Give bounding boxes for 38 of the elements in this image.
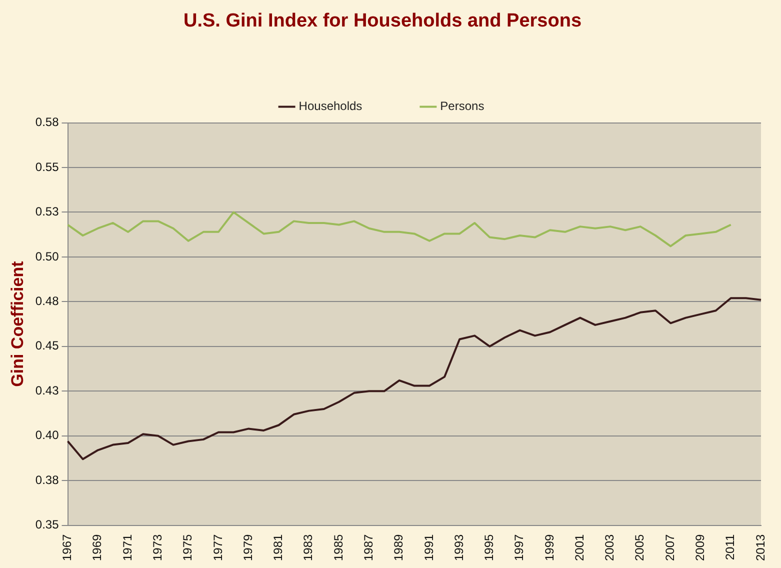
y-tick-label: 0.38 [35,472,60,487]
x-tick-label: 1991 [422,534,436,562]
y-tick-label: 0.50 [35,249,60,264]
y-tick-label: 0.45 [35,338,60,353]
x-tick-label: 1995 [482,534,496,562]
x-tick-label: 2005 [632,534,647,562]
x-tick-label: 1997 [512,534,526,562]
x-tick-label: 1977 [210,534,225,562]
x-tick-label: 2009 [693,534,708,562]
y-tick-label: 0.48 [35,294,60,308]
x-tick-label: 1993 [452,534,466,562]
x-tick-label: 1975 [180,534,195,562]
x-tick-label: 2013 [753,534,768,562]
y-tick-label: 0.53 [35,204,60,219]
x-tick-label: 2011 [723,534,738,560]
y-tick-label: 0.58 [35,115,60,130]
x-tick-label: 1967 [60,534,74,562]
x-tick-label: 1983 [301,534,316,562]
legend-label: Persons [440,99,484,114]
x-tick-label: 1985 [331,534,346,562]
x-tick-label: 1973 [150,534,164,562]
y-tick-label: 0.55 [35,160,60,174]
x-tick-label: 1971 [120,534,134,562]
x-tick-label: 1981 [271,534,286,562]
y-tick-label: 0.35 [35,518,60,532]
x-tick-label: 1987 [361,534,376,562]
legend-label: Households [298,99,362,114]
chart-title: U.S. Gini Index for Households and Persons [183,10,582,32]
x-tick-label: 1979 [240,534,255,562]
x-tick-label: 1999 [542,534,556,562]
x-tick-label: 1989 [392,534,406,562]
y-tick-label: 0.40 [35,428,60,442]
y-tick-label: 0.43 [35,383,60,398]
x-tick-label: 2007 [662,534,677,562]
x-tick-label: 1969 [90,534,104,562]
x-tick-label: 2001 [572,534,586,562]
x-tick-label: 2003 [602,534,617,562]
y-axis-title: Gini Coefficient [8,260,27,387]
